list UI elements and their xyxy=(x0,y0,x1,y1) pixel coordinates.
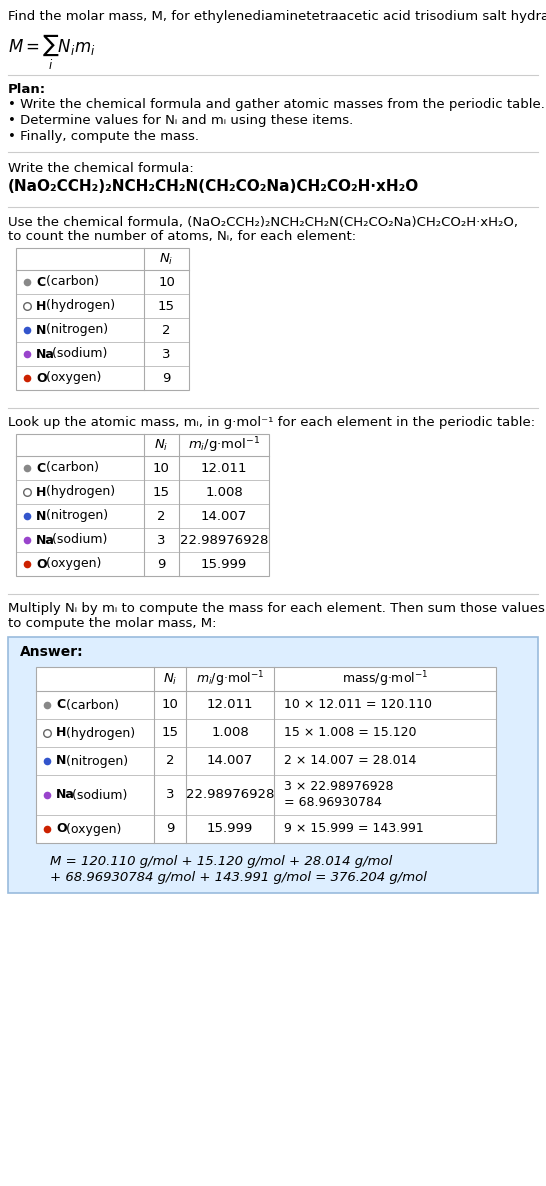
Text: (carbon): (carbon) xyxy=(62,699,119,712)
Text: Find the molar mass, M, for ethylenediaminetetraacetic acid trisodium salt hydra: Find the molar mass, M, for ethylenediam… xyxy=(8,9,546,23)
Text: (sodium): (sodium) xyxy=(68,789,127,802)
Text: $N_i$: $N_i$ xyxy=(159,251,174,267)
Text: to count the number of atoms, Nᵢ, for each element:: to count the number of atoms, Nᵢ, for ea… xyxy=(8,230,356,243)
Text: $N_i$: $N_i$ xyxy=(155,438,169,453)
Text: $m_i$/g·mol$^{-1}$: $m_i$/g·mol$^{-1}$ xyxy=(188,435,260,454)
Text: Multiply Nᵢ by mᵢ to compute the mass for each element. Then sum those values: Multiply Nᵢ by mᵢ to compute the mass fo… xyxy=(8,602,545,616)
Text: $m_i$/g·mol$^{-1}$: $m_i$/g·mol$^{-1}$ xyxy=(195,669,264,689)
Text: • Determine values for Nᵢ and mᵢ using these items.: • Determine values for Nᵢ and mᵢ using t… xyxy=(8,114,353,127)
Text: 15.999: 15.999 xyxy=(207,823,253,835)
Text: $N_i$: $N_i$ xyxy=(163,671,177,687)
Text: (nitrogen): (nitrogen) xyxy=(42,324,108,337)
Text: (hydrogen): (hydrogen) xyxy=(42,300,115,312)
Text: C: C xyxy=(36,275,45,288)
Text: 10: 10 xyxy=(162,699,179,712)
FancyBboxPatch shape xyxy=(16,434,269,576)
Text: 15.999: 15.999 xyxy=(201,557,247,570)
Text: 3: 3 xyxy=(157,534,166,547)
Text: N: N xyxy=(36,324,46,337)
Text: H: H xyxy=(36,485,46,498)
Text: 9 × 15.999 = 143.991: 9 × 15.999 = 143.991 xyxy=(284,823,424,835)
Text: O: O xyxy=(36,557,46,570)
Text: 10: 10 xyxy=(153,461,170,474)
Text: 2: 2 xyxy=(157,510,166,523)
Text: 14.007: 14.007 xyxy=(207,754,253,767)
Text: H: H xyxy=(36,300,46,312)
Text: (hydrogen): (hydrogen) xyxy=(42,485,115,498)
Text: 3: 3 xyxy=(162,347,171,361)
Text: O: O xyxy=(56,823,67,835)
Text: 9: 9 xyxy=(157,557,165,570)
Text: Use the chemical formula, (NaO₂CCH₂)₂NCH₂CH₂N(CH₂CO₂Na)CH₂CO₂H·xH₂O,: Use the chemical formula, (NaO₂CCH₂)₂NCH… xyxy=(8,216,518,229)
Text: 9: 9 xyxy=(166,823,174,835)
Text: 15 × 1.008 = 15.120: 15 × 1.008 = 15.120 xyxy=(284,727,417,740)
Text: to compute the molar mass, M:: to compute the molar mass, M: xyxy=(8,617,217,630)
Text: + 68.96930784 g/mol + 143.991 g/mol = 376.204 g/mol: + 68.96930784 g/mol + 143.991 g/mol = 37… xyxy=(50,871,427,884)
Text: C: C xyxy=(56,699,65,712)
Text: Answer:: Answer: xyxy=(20,645,84,659)
Text: 14.007: 14.007 xyxy=(201,510,247,523)
Text: 1.008: 1.008 xyxy=(211,727,249,740)
Text: 2: 2 xyxy=(166,754,174,767)
Text: 2 × 14.007 = 28.014: 2 × 14.007 = 28.014 xyxy=(284,754,417,767)
Text: 1.008: 1.008 xyxy=(205,485,243,498)
Text: C: C xyxy=(36,461,45,474)
Text: Na: Na xyxy=(36,534,55,547)
Text: N: N xyxy=(56,754,67,767)
FancyBboxPatch shape xyxy=(16,248,189,390)
Text: (oxygen): (oxygen) xyxy=(42,371,102,384)
Text: • Write the chemical formula and gather atomic masses from the periodic table.: • Write the chemical formula and gather … xyxy=(8,98,545,111)
Text: (sodium): (sodium) xyxy=(48,347,108,361)
Text: 22.98976928: 22.98976928 xyxy=(180,534,268,547)
Text: 10: 10 xyxy=(158,275,175,288)
Text: Plan:: Plan: xyxy=(8,83,46,96)
Text: (carbon): (carbon) xyxy=(42,461,99,474)
Text: (NaO₂CCH₂)₂NCH₂CH₂N(CH₂CO₂Na)CH₂CO₂H·xH₂O: (NaO₂CCH₂)₂NCH₂CH₂N(CH₂CO₂Na)CH₂CO₂H·xH₂… xyxy=(8,179,419,195)
Text: 15: 15 xyxy=(153,485,170,498)
Text: 12.011: 12.011 xyxy=(201,461,247,474)
Text: (oxygen): (oxygen) xyxy=(62,823,121,835)
Text: N: N xyxy=(36,510,46,523)
Text: Look up the atomic mass, mᵢ, in g·mol⁻¹ for each element in the periodic table:: Look up the atomic mass, mᵢ, in g·mol⁻¹ … xyxy=(8,416,535,429)
FancyBboxPatch shape xyxy=(36,667,496,843)
Text: (oxygen): (oxygen) xyxy=(42,557,102,570)
Text: 10 × 12.011 = 120.110: 10 × 12.011 = 120.110 xyxy=(284,699,432,712)
Text: mass/g·mol$^{-1}$: mass/g·mol$^{-1}$ xyxy=(342,669,428,689)
Text: Write the chemical formula:: Write the chemical formula: xyxy=(8,162,194,176)
Text: 15: 15 xyxy=(162,727,179,740)
Text: Na: Na xyxy=(36,347,55,361)
Text: (carbon): (carbon) xyxy=(42,275,99,288)
Text: 15: 15 xyxy=(158,300,175,312)
Text: (hydrogen): (hydrogen) xyxy=(62,727,135,740)
FancyBboxPatch shape xyxy=(8,637,538,893)
Text: Na: Na xyxy=(56,789,75,802)
Text: (sodium): (sodium) xyxy=(48,534,108,547)
Text: 9: 9 xyxy=(162,371,171,384)
Text: 3: 3 xyxy=(166,789,174,802)
Text: 22.98976928: 22.98976928 xyxy=(186,789,274,802)
Text: • Finally, compute the mass.: • Finally, compute the mass. xyxy=(8,130,199,144)
Text: 2: 2 xyxy=(162,324,171,337)
Text: = 68.96930784: = 68.96930784 xyxy=(284,797,382,810)
Text: (nitrogen): (nitrogen) xyxy=(42,510,108,523)
Text: 12.011: 12.011 xyxy=(207,699,253,712)
Text: 3 × 22.98976928: 3 × 22.98976928 xyxy=(284,780,394,793)
Text: H: H xyxy=(56,727,67,740)
Text: M = 120.110 g/mol + 15.120 g/mol + 28.014 g/mol: M = 120.110 g/mol + 15.120 g/mol + 28.01… xyxy=(50,855,392,868)
Text: O: O xyxy=(36,371,46,384)
Text: (nitrogen): (nitrogen) xyxy=(62,754,128,767)
Text: $M = \sum_i N_i m_i$: $M = \sum_i N_i m_i$ xyxy=(8,32,96,72)
